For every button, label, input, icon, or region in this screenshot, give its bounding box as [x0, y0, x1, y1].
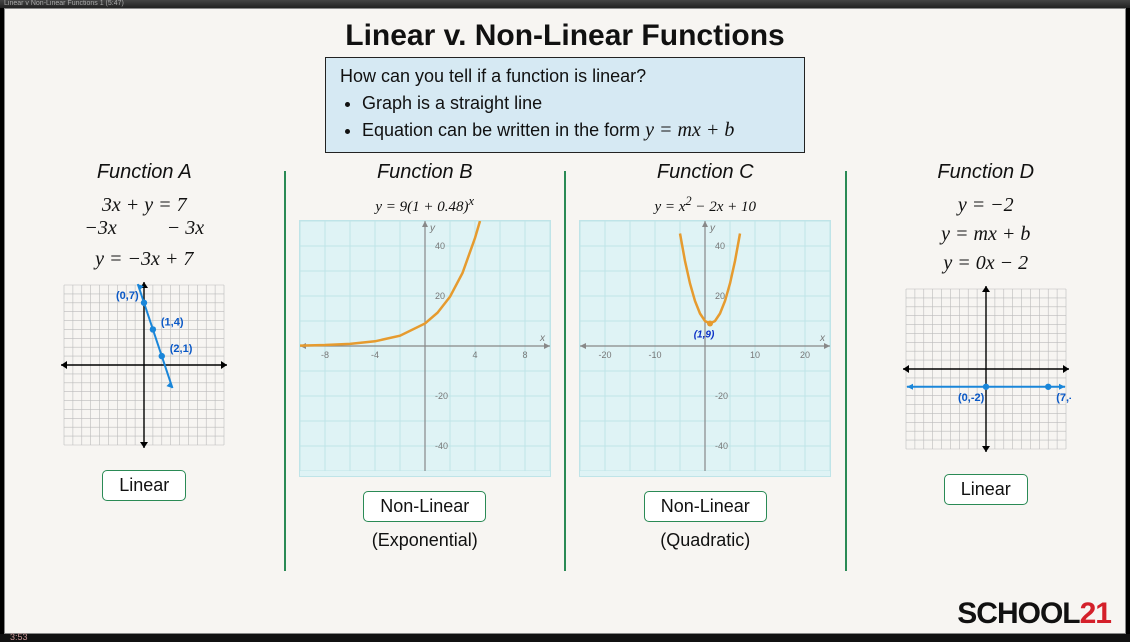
svg-text:4: 4 [472, 350, 477, 360]
svg-text:x: x [819, 333, 826, 344]
svg-text:(1,4): (1,4) [161, 317, 184, 329]
fn-d-badge: Linear [944, 474, 1028, 505]
svg-text:-40: -40 [715, 441, 728, 451]
svg-text:10: 10 [750, 350, 760, 360]
svg-text:(2,1): (2,1) [170, 343, 193, 355]
fn-b-graph: -8 -4 4 8 -40 -20 20 40 x y [299, 220, 551, 477]
svg-text:20: 20 [435, 291, 445, 301]
svg-text:-20: -20 [715, 391, 728, 401]
fn-a-name: Function A [11, 161, 278, 184]
fn-a-graph: (0,7) (1,4) (2,1) [58, 279, 230, 456]
fn-a-badge: Linear [102, 470, 186, 501]
fn-b-subtype: (Exponential) [292, 530, 559, 551]
info-box: How can you tell if a function is linear… [325, 57, 805, 153]
fn-d-eq1: y = −2 [853, 194, 1120, 217]
svg-text:(7,-2): (7,-2) [1056, 392, 1071, 404]
video-controls[interactable]: 3:53 [0, 634, 1130, 642]
svg-text:40: 40 [715, 241, 725, 251]
fn-a-eq1: 3x + y = 7 [11, 194, 278, 217]
fn-c-name: Function C [572, 161, 839, 184]
svg-text:(0,7): (0,7) [116, 290, 139, 302]
fn-d-name: Function D [853, 161, 1120, 184]
svg-text:y: y [709, 223, 716, 234]
svg-text:20: 20 [800, 350, 810, 360]
school21-logo: SCHOOL21 [957, 597, 1111, 631]
fn-c-graph: -20 -10 10 20 -40 -20 20 40 x y (1,9) [579, 220, 831, 477]
svg-text:x: x [539, 333, 546, 344]
svg-text:-20: -20 [435, 391, 448, 401]
svg-text:-4: -4 [371, 350, 379, 360]
svg-text:40: 40 [435, 241, 445, 251]
column-b: Function B y = 9(1 + 0.48)x -8 -4 4 8 -40 -20… [286, 161, 565, 551]
svg-text:20: 20 [715, 291, 725, 301]
fn-b-name: Function B [292, 161, 559, 184]
function-columns: Function A 3x + y = 7 −3x − 3x y = −3x +… [5, 161, 1125, 591]
fn-d-eq2: y = mx + b [853, 223, 1120, 246]
svg-text:-10: -10 [649, 350, 662, 360]
svg-text:-20: -20 [599, 350, 612, 360]
fn-c-subtype: (Quadratic) [572, 530, 839, 551]
column-d: Function D y = −2 y = mx + b y = 0x − 2 … [847, 161, 1126, 505]
svg-text:8: 8 [522, 350, 527, 360]
timestamp: 3:53 [10, 632, 28, 642]
window-titlebar: Linear v Non-Linear Functions 1 (5:47) [0, 0, 1130, 8]
info-bullet-1: Graph is a straight line [362, 91, 792, 116]
svg-text:y: y [429, 223, 436, 234]
page-title: Linear v. Non-Linear Functions [5, 9, 1125, 57]
fn-d-eq3: y = 0x − 2 [853, 252, 1120, 275]
fn-d-graph: (0,-2) (7,-2) [900, 283, 1072, 460]
fn-a-eq2: −3x − 3x [11, 217, 278, 240]
column-a: Function A 3x + y = 7 −3x − 3x y = −3x +… [5, 161, 284, 501]
svg-text:(0,-2): (0,-2) [958, 392, 985, 404]
window-title: Linear v Non-Linear Functions 1 (5:47) [4, 0, 124, 7]
fn-c-badge: Non-Linear [644, 491, 767, 522]
info-bullet-2: Equation can be written in the form y = … [362, 116, 792, 144]
fn-a-eq3: y = −3x + 7 [11, 248, 278, 271]
svg-text:(1,9): (1,9) [694, 330, 715, 341]
fn-b-badge: Non-Linear [363, 491, 486, 522]
svg-text:-40: -40 [435, 441, 448, 451]
fn-c-eq: y = x2 − 2x + 10 [572, 194, 839, 216]
info-heading: How can you tell if a function is linear… [340, 64, 792, 89]
svg-text:-8: -8 [321, 350, 329, 360]
slide: Linear v. Non-Linear Functions How can y… [4, 8, 1126, 634]
column-c: Function C y = x2 − 2x + 10 -20 -10 10 20 -4… [566, 161, 845, 551]
fn-b-eq: y = 9(1 + 0.48)x [292, 194, 559, 216]
info-list: Graph is a straight line Equation can be… [362, 91, 792, 144]
